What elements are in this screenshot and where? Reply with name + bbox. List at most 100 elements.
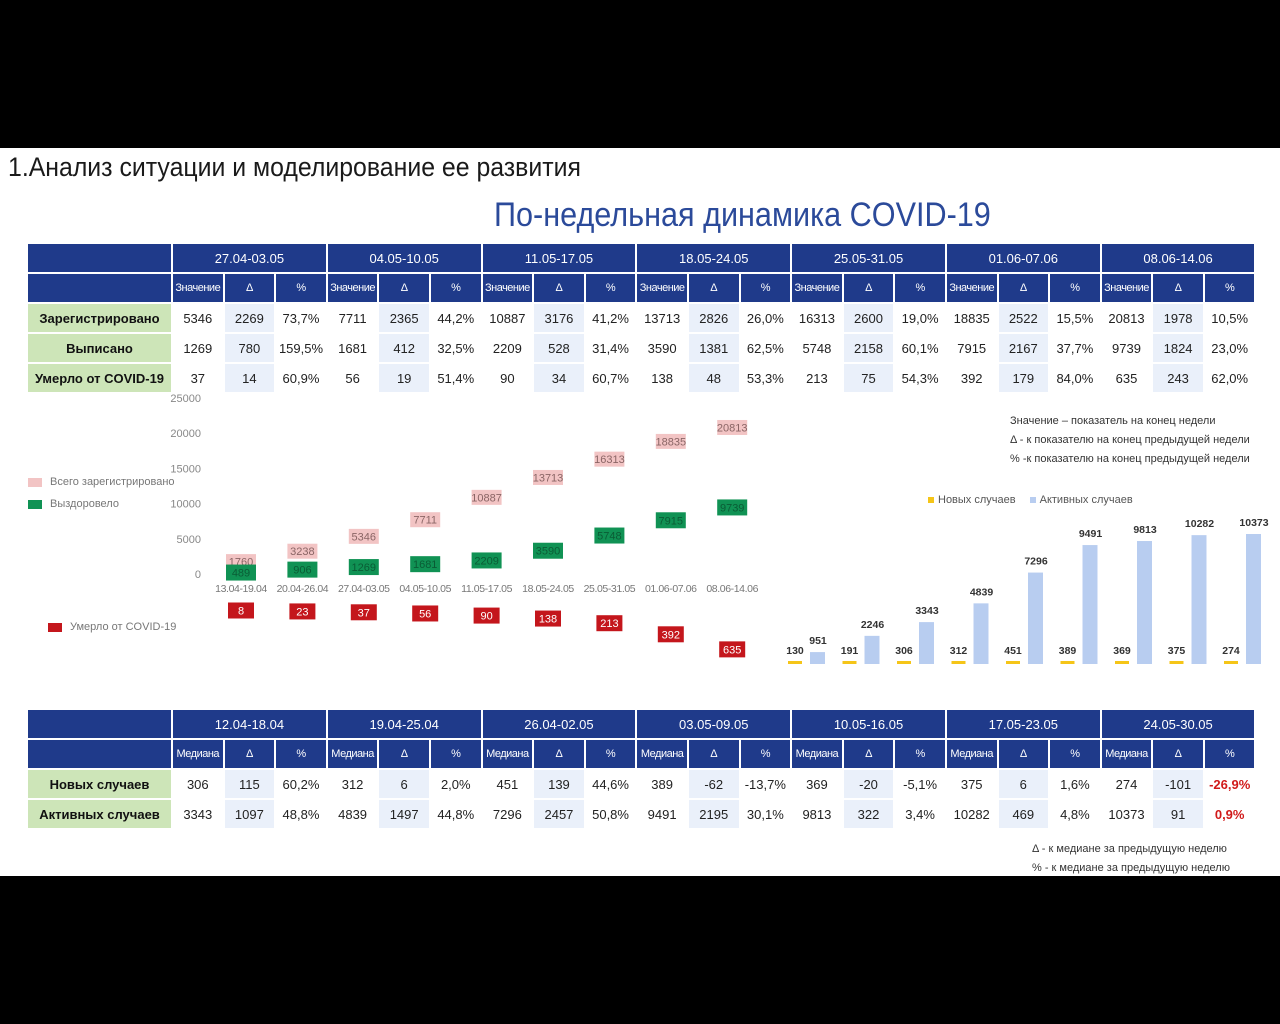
table-cell: 75	[843, 364, 894, 392]
active-cases-label: 10373	[1239, 517, 1268, 529]
x-tick-label: 25.05-31.05	[584, 583, 636, 595]
table-cell: 528	[534, 334, 584, 362]
series-1-label: 9739	[720, 502, 744, 514]
series-1-label: 1269	[352, 562, 376, 574]
new-cases-label: 369	[1113, 645, 1131, 657]
table-cell: 73,7%	[276, 304, 326, 332]
table-cell: -5,1%	[895, 770, 945, 798]
active-cases-label: 951	[809, 635, 827, 647]
column-subheader: %	[1204, 740, 1255, 768]
series-1-label: 906	[293, 565, 311, 577]
table-cell: 274	[1101, 770, 1152, 798]
legend-item: Всего зарегистрировано	[28, 476, 175, 488]
column-subheader: Значение	[1101, 274, 1152, 302]
x-tick-label: 18.05-24.05	[522, 583, 574, 595]
table-cell: -101	[1153, 770, 1203, 798]
column-subheader: %	[430, 740, 481, 768]
note-line: Δ - к медиане за предыдущую неделю	[1032, 843, 1227, 855]
table1-notes: Значение – показатель на конец недели Δ -…	[1010, 412, 1250, 469]
table-cell: 32,5%	[430, 334, 481, 362]
table-cell: 14	[224, 364, 275, 392]
period-header: 08.06-14.06	[1101, 244, 1255, 272]
new-cases-bar	[951, 661, 966, 664]
row-label: Выписано	[28, 334, 171, 362]
weekly-stats-table: 27.04-03.05 04.05-10.05 11.05-17.05 18.05-2…	[26, 242, 1256, 394]
column-subheader: Δ	[534, 740, 584, 768]
table-cell: 20813	[1101, 304, 1152, 332]
series-1-label: 1681	[413, 559, 437, 571]
x-tick-label: 27.04-03.05	[338, 583, 390, 595]
period-header: 03.05-09.05	[637, 710, 791, 738]
series-1-label: 489	[232, 568, 250, 580]
series-1-marker	[471, 552, 502, 569]
new-cases-label: 306	[895, 645, 913, 657]
active-cases-label: 4839	[970, 586, 994, 598]
active-cases-bar	[1246, 534, 1261, 664]
period-header: 27.04-03.05	[173, 244, 326, 272]
x-tick-label: 11.05-17.05	[461, 583, 512, 595]
series-2-label: 90	[480, 611, 492, 623]
series-1-marker	[410, 556, 441, 573]
column-subheader: Δ	[534, 274, 584, 302]
series-1-label: 3590	[536, 546, 560, 558]
series-2-marker	[473, 607, 500, 624]
x-tick-label: 13.04-19.04	[215, 583, 267, 595]
legend-label: Активных случаев	[1039, 494, 1133, 506]
row-label: Зарегистрировано	[28, 304, 171, 332]
cumulative-chart: 25000 20000 15000 10000 5000 0 13.04-19.04 20.0…	[170, 393, 759, 658]
column-subheader: Δ	[379, 740, 429, 768]
table-cell: 4,8%	[1050, 800, 1100, 828]
series-2-label: 23	[296, 606, 308, 618]
new-cases-bar	[1006, 661, 1020, 664]
period-header: 24.05-30.05	[1101, 710, 1255, 738]
legend-label: Умерло от COVID-19	[70, 621, 177, 633]
column-subheader: %	[1050, 274, 1100, 302]
table-cell: 10,5%	[1204, 304, 1255, 332]
table-cell: 2457	[534, 800, 584, 828]
table-cell: 2269	[224, 304, 275, 332]
table-cell: 138	[637, 364, 687, 392]
table-cell: 2195	[688, 800, 739, 828]
table-cell: 10887	[482, 304, 533, 332]
table-row: Выписано 1269 780 159,5% 1681 412 32,5% 2209 528…	[28, 334, 1255, 362]
series-2-label: 37	[358, 607, 370, 619]
series-1-label: 2209	[474, 555, 498, 567]
table-cell: 6	[998, 770, 1049, 798]
table-cell: 34	[534, 364, 584, 392]
table-cell: 44,8%	[430, 800, 481, 828]
active-cases-bar	[919, 622, 934, 664]
period-header: 01.06-07.06	[946, 244, 1100, 272]
x-tick-label: 04.05-10.05	[399, 583, 451, 595]
legend-item: Новых случаев	[928, 494, 1016, 506]
table-cell: 306	[173, 770, 223, 798]
new-cases-bar	[1169, 661, 1184, 664]
table-cell: 2158	[843, 334, 894, 362]
legend-swatch	[28, 477, 42, 487]
table-cell: 1824	[1153, 334, 1203, 362]
table-cell: 62,0%	[1204, 364, 1255, 392]
period-header: 25.05-31.05	[792, 244, 945, 272]
series-0-marker	[655, 433, 686, 449]
table-cell: 243	[1153, 364, 1203, 392]
series-1-marker	[717, 499, 748, 516]
period-header: 19.04-25.04	[327, 710, 481, 738]
column-subheader: Δ	[1153, 274, 1203, 302]
table-cell: 37,7%	[1050, 334, 1100, 362]
column-subheader: Δ	[688, 274, 739, 302]
column-subheader: Значение	[482, 274, 533, 302]
y-tick-label: 0	[195, 569, 201, 581]
table-cell: 1978	[1153, 304, 1203, 332]
series-1-marker	[348, 559, 379, 576]
new-cases-bar	[897, 661, 911, 664]
table-cell: 1497	[379, 800, 429, 828]
column-subheader: %	[1050, 740, 1100, 768]
table-cell: 19,0%	[895, 304, 945, 332]
series-0-label: 13713	[533, 472, 564, 484]
column-subheader: Медиана	[327, 740, 378, 768]
series-2-label: 635	[723, 644, 741, 656]
series-0-label: 5346	[352, 531, 376, 543]
table-cell: 7711	[327, 304, 378, 332]
slide: 1.Анализ ситуации и моделирование ее раз…	[0, 148, 1280, 876]
table-cell: -26,9%	[1204, 770, 1255, 798]
table-cell: 60,9%	[276, 364, 326, 392]
